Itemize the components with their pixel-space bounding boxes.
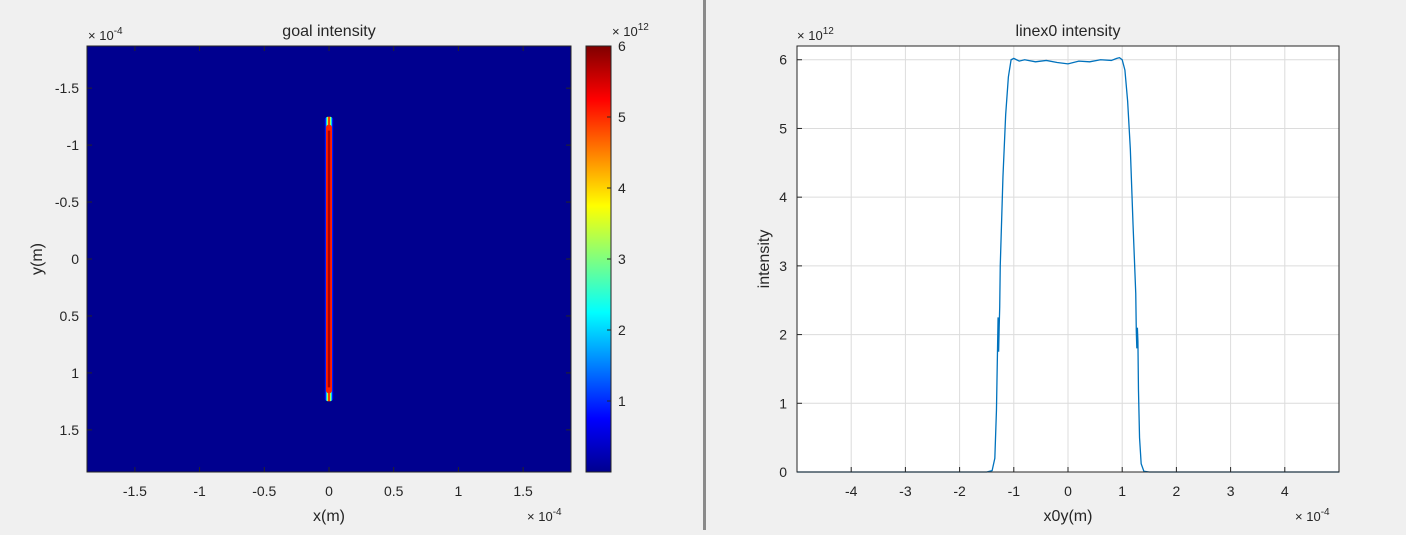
line-y-axis-label: intensity <box>756 230 773 289</box>
x-tick-label: -3 <box>899 483 912 499</box>
y-exponent-power: -4 <box>114 26 123 37</box>
x-tick-label: -1 <box>193 483 206 499</box>
x-tick-label: 1.5 <box>513 483 533 499</box>
colorbar-tick-label: 1 <box>618 393 626 409</box>
y-tick-label: 0 <box>779 464 787 480</box>
line-axes: -4 -3 -2 -1 0 1 2 3 4 0 1 2 3 4 5 6 <box>779 52 1289 499</box>
x-tick-label: 2 <box>1173 483 1181 499</box>
y-tick-label: -1.5 <box>55 80 79 96</box>
line-x-axis-label: x0y(m) <box>1044 508 1093 525</box>
x-tick-label: 3 <box>1227 483 1235 499</box>
colorbar-exponent-power: 12 <box>638 22 650 33</box>
colorbar-ticks: 1 2 3 4 5 6 <box>607 38 626 409</box>
line-feature-peak <box>327 130 331 388</box>
y-tick-label: 1.5 <box>60 422 80 438</box>
line-x-exponent-power: -4 <box>1321 507 1330 518</box>
heatmap-title: goal intensity <box>282 23 375 40</box>
y-tick-label: -1 <box>67 137 80 153</box>
series-line-intensity <box>797 56 1339 473</box>
x-tick-label: 0 <box>325 483 333 499</box>
colorbar-tick-label: 3 <box>618 251 626 267</box>
line-title: linex0 intensity <box>1016 23 1121 40</box>
x-exponent-power: -4 <box>553 507 562 518</box>
heatmap-x-axis-label: x(m) <box>313 508 345 525</box>
y-tick-label: 0 <box>71 251 79 267</box>
line-figure-pane: -4 -3 -2 -1 0 1 2 3 4 0 1 2 3 4 5 6 linex0 intensity x0… <box>706 0 1406 530</box>
y-tick-label: 0.5 <box>60 308 80 324</box>
svg-text:× 10-4: × 10-4 <box>527 507 562 524</box>
heatmap-chart: -1.5 -1 -0.5 0 0.5 1 1.5 -1.5 -1 -0.5 0 0.5 1 1.5 goa… <box>29 22 649 525</box>
x-tick-label: -1.5 <box>123 483 147 499</box>
y-tick-label: 2 <box>779 327 787 343</box>
colorbar-tick-label: 5 <box>618 109 626 125</box>
line-y-exponent-power: 12 <box>823 26 835 37</box>
line-x-exponent-base: 10 <box>1306 509 1320 524</box>
colorbar-tick-label: 4 <box>618 180 626 196</box>
colorbar-exponent-base: 10 <box>623 24 637 39</box>
y-tick-label: -0.5 <box>55 194 79 210</box>
heatmap-y-axis-label: y(m) <box>29 243 46 275</box>
pane-divider[interactable] <box>703 0 706 530</box>
y-tick-label: 3 <box>779 258 787 274</box>
svg-text:× 1012: × 1012 <box>612 22 649 39</box>
x-tick-label: -4 <box>845 483 858 499</box>
colorbar-exponent-times: × <box>612 24 623 39</box>
x-tick-label: 1 <box>1118 483 1126 499</box>
y-exponent-base: 10 <box>99 28 113 43</box>
x-exponent-base: 10 <box>538 509 552 524</box>
y-tick-label: 4 <box>779 189 787 205</box>
intensity-line-feature <box>323 116 335 402</box>
x-tick-label: 0 <box>1064 483 1072 499</box>
colorbar <box>585 45 612 473</box>
colorbar-tick-label: 6 <box>618 38 626 54</box>
svg-text:× 1012: × 1012 <box>797 26 834 43</box>
y-exponent-times: × <box>88 28 99 43</box>
svg-text:× 10-4: × 10-4 <box>1295 507 1330 524</box>
x-tick-label: 1 <box>455 483 463 499</box>
line-x-exponent-times: × <box>1295 509 1306 524</box>
y-tick-label: 1 <box>779 395 787 411</box>
colorbar-exponent: × 1012 <box>612 22 649 39</box>
line-y-exponent: × 1012 <box>797 26 834 43</box>
heatmap-y-exponent: × 10-4 <box>88 26 123 43</box>
x-tick-label: -1 <box>1008 483 1021 499</box>
y-tick-label: 6 <box>779 52 787 68</box>
x-tick-label: 4 <box>1281 483 1289 499</box>
line-x-exponent: × 10-4 <box>1295 507 1330 524</box>
y-tick-label: 5 <box>779 120 787 136</box>
x-exponent-times: × <box>527 509 538 524</box>
heatmap-axes: -1.5 -1 -0.5 0 0.5 1 1.5 -1.5 -1 -0.5 0 0.5 1 1.5 <box>55 45 572 499</box>
colorbar-tick-label: 2 <box>618 322 626 338</box>
y-tick-label: 1 <box>71 365 79 381</box>
line-y-exponent-base: 10 <box>808 28 822 43</box>
line-y-exponent-times: × <box>797 28 808 43</box>
heatmap-figure-pane: -1.5 -1 -0.5 0 0.5 1 1.5 -1.5 -1 -0.5 0 0.5 1 1.5 goa… <box>0 0 703 530</box>
heatmap-x-exponent: × 10-4 <box>527 507 562 524</box>
x-tick-label: -0.5 <box>252 483 276 499</box>
svg-text:× 10-4: × 10-4 <box>88 26 123 43</box>
x-tick-label: -2 <box>953 483 966 499</box>
x-tick-label: 0.5 <box>384 483 404 499</box>
